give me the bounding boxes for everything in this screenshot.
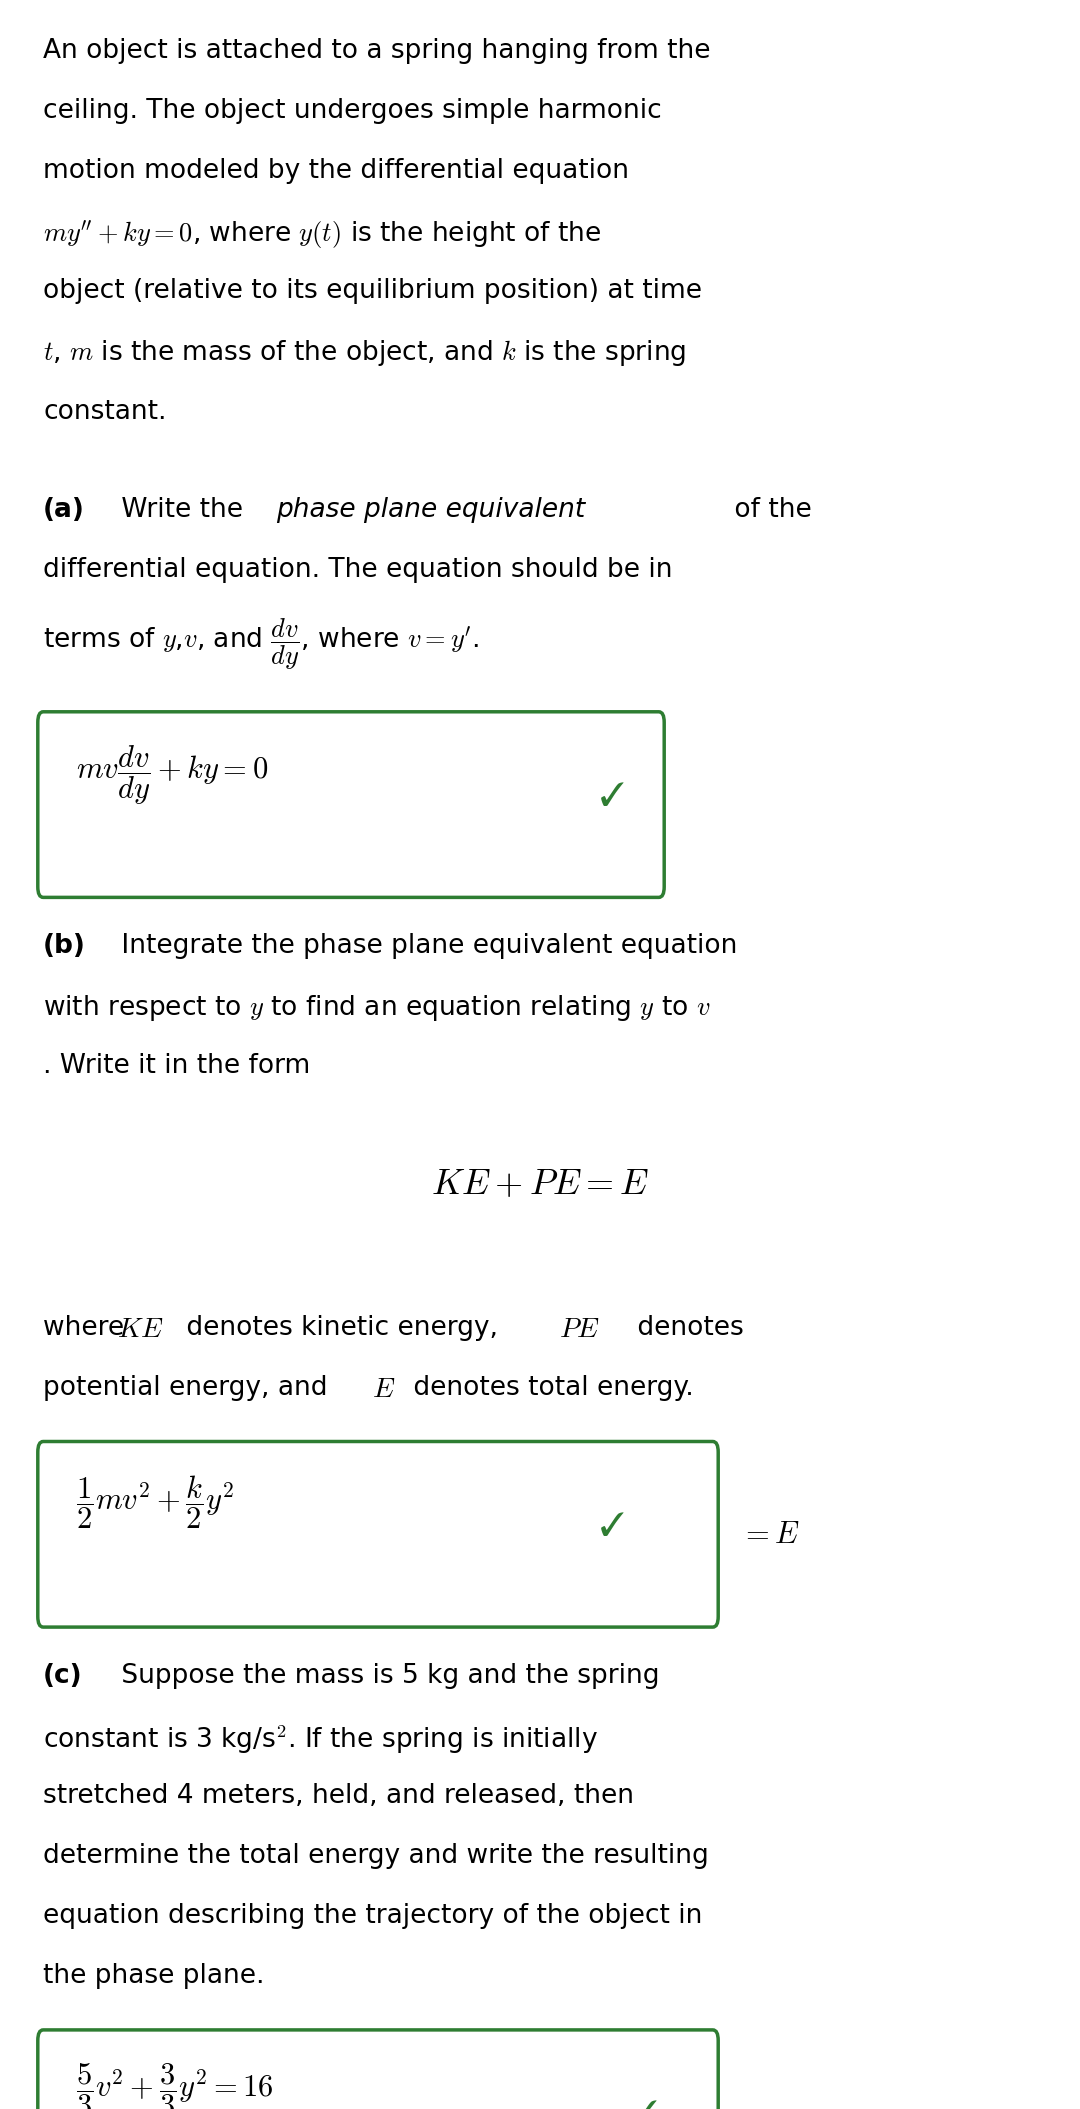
- Text: $\dfrac{1}{2}mv^2 + \dfrac{k}{2}y^2$: $\dfrac{1}{2}mv^2 + \dfrac{k}{2}y^2$: [76, 1472, 233, 1531]
- Text: object (relative to its equilibrium position) at time: object (relative to its equilibrium posi…: [43, 278, 702, 304]
- Text: determine the total energy and write the resulting: determine the total energy and write the…: [43, 1843, 708, 1869]
- Text: potential energy, and: potential energy, and: [43, 1375, 336, 1400]
- FancyBboxPatch shape: [38, 1440, 718, 1626]
- Text: $PE$: $PE$: [559, 1314, 600, 1343]
- Text: Write the: Write the: [113, 496, 252, 523]
- Text: An object is attached to a spring hanging from the: An object is attached to a spring hangin…: [43, 38, 711, 63]
- Text: $mv\dfrac{dv}{dy} + ky = 0$: $mv\dfrac{dv}{dy} + ky = 0$: [76, 742, 268, 808]
- Text: . Write it in the form: . Write it in the form: [43, 1052, 310, 1080]
- Text: $E$: $E$: [372, 1375, 395, 1402]
- Text: of the: of the: [726, 496, 811, 523]
- FancyBboxPatch shape: [38, 2029, 718, 2109]
- Text: $\checkmark$: $\checkmark$: [599, 1510, 625, 1542]
- Text: with respect to $y$ to find an equation relating $y$ to $v$: with respect to $y$ to find an equation …: [43, 993, 711, 1023]
- Text: the phase plane.: the phase plane.: [43, 1963, 265, 1989]
- Text: denotes kinetic energy,: denotes kinetic energy,: [178, 1314, 507, 1341]
- Text: where: where: [43, 1314, 133, 1341]
- FancyBboxPatch shape: [38, 711, 664, 896]
- Text: motion modeled by the differential equation: motion modeled by the differential equat…: [43, 158, 630, 183]
- Text: (a): (a): [43, 496, 85, 523]
- Text: (b): (b): [43, 932, 86, 960]
- Text: Integrate the phase plane equivalent equation: Integrate the phase plane equivalent equ…: [113, 932, 738, 960]
- Text: $\checkmark$: $\checkmark$: [632, 2098, 658, 2109]
- Text: constant.: constant.: [43, 399, 166, 424]
- Text: Suppose the mass is 5 kg and the spring: Suppose the mass is 5 kg and the spring: [113, 1662, 660, 1689]
- Text: denotes total energy.: denotes total energy.: [405, 1375, 693, 1400]
- Text: $KE$: $KE$: [117, 1314, 163, 1343]
- Text: stretched 4 meters, held, and released, then: stretched 4 meters, held, and released, …: [43, 1782, 634, 1810]
- Text: phase plane equivalent: phase plane equivalent: [276, 496, 585, 523]
- Text: ceiling. The object undergoes simple harmonic: ceiling. The object undergoes simple har…: [43, 97, 662, 124]
- Text: $= E$: $= E$: [740, 1521, 799, 1548]
- Text: $\checkmark$: $\checkmark$: [599, 780, 625, 812]
- Text: $KE + PE = E$: $KE + PE = E$: [431, 1166, 649, 1202]
- Text: $\dfrac{5}{3}v^2 + \dfrac{3}{3}y^2 = 16$: $\dfrac{5}{3}v^2 + \dfrac{3}{3}y^2 = 16$: [76, 2060, 273, 2109]
- Text: $my'' + ky = 0$, where $y(t)$ is the height of the: $my'' + ky = 0$, where $y(t)$ is the hei…: [43, 217, 602, 251]
- Text: denotes: denotes: [629, 1314, 743, 1341]
- Text: equation describing the trajectory of the object in: equation describing the trajectory of th…: [43, 1902, 703, 1930]
- Text: $t$, $m$ is the mass of the object, and $k$ is the spring: $t$, $m$ is the mass of the object, and …: [43, 337, 687, 369]
- Text: differential equation. The equation should be in: differential equation. The equation shou…: [43, 557, 673, 582]
- Text: terms of $y$,$v$, and $\dfrac{dv}{dy}$, where $v = y'$.: terms of $y$,$v$, and $\dfrac{dv}{dy}$, …: [43, 616, 480, 673]
- Text: constant is 3 kg/s$^2$. If the spring is initially: constant is 3 kg/s$^2$. If the spring is…: [43, 1723, 598, 1757]
- Text: (c): (c): [43, 1662, 83, 1689]
